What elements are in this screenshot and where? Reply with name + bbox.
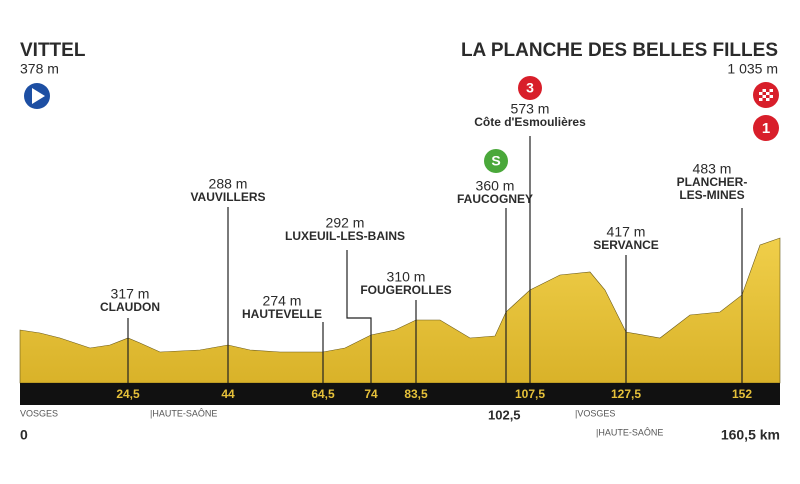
- point-altitude: 483 m: [693, 161, 732, 177]
- point-km: 102,5: [488, 407, 521, 422]
- point-altitude: 292 m: [326, 215, 365, 231]
- point-name: LUXEUIL-LES-BAINS: [285, 229, 405, 243]
- point-altitude: 573 m: [511, 101, 550, 117]
- start-icon: [24, 83, 50, 109]
- finish-badge-icon: [753, 115, 779, 141]
- point-name: FAUCOGNEY: [457, 192, 533, 206]
- badge-icon: [518, 76, 542, 100]
- region: |VOSGES: [575, 408, 615, 418]
- point-km: 64,5: [311, 387, 335, 401]
- point-name: CLAUDON: [100, 300, 160, 314]
- finish-badge: 1: [762, 120, 770, 137]
- point-altitude: 317 m: [111, 286, 150, 302]
- region: |HAUTE-SAÔNE: [596, 427, 663, 437]
- distance-bar: [20, 383, 780, 405]
- point-altitude: 310 m: [387, 269, 426, 285]
- finish-name: LA PLANCHE DES BELLES FILLES: [461, 40, 778, 61]
- point-name: PLANCHER-: [677, 175, 748, 189]
- point-km: 24,5: [116, 387, 140, 401]
- point-name: Côte d'Esmoulières: [474, 115, 586, 129]
- point-km: 107,5: [515, 387, 545, 401]
- point-altitude: 288 m: [209, 176, 248, 192]
- finish-altitude: 1 035 m: [727, 61, 778, 77]
- point-km: 74: [364, 387, 378, 401]
- point-name: VAUVILLERS: [190, 190, 265, 204]
- point-km: 127,5: [611, 387, 641, 401]
- elevation-profile: [19, 237, 781, 384]
- point-name: FOUGEROLLES: [360, 283, 451, 297]
- distance-end: 160,5 km: [721, 427, 780, 443]
- point-km: 83,5: [404, 387, 428, 401]
- point-km: 44: [221, 387, 235, 401]
- point-name: HAUTEVELLE: [242, 307, 322, 321]
- point-name: LES-MINES: [679, 188, 744, 202]
- start-altitude: 378 m: [20, 61, 59, 77]
- region: VOSGES: [20, 408, 58, 418]
- point-name: SERVANCE: [593, 238, 659, 252]
- point-altitude: 417 m: [607, 224, 646, 240]
- point-badge: 3: [526, 80, 534, 96]
- point-altitude: 274 m: [263, 293, 302, 309]
- point-badge: S: [491, 153, 500, 169]
- point-km: 152: [732, 387, 752, 401]
- finish-icon: [753, 82, 779, 108]
- distance-start: 0: [20, 427, 28, 443]
- region: |HAUTE-SAÔNE: [150, 408, 217, 418]
- start-name: VITTEL: [20, 40, 86, 61]
- point-altitude: 360 m: [476, 178, 515, 194]
- locator-line: [346, 250, 372, 383]
- badge-icon: [484, 149, 508, 173]
